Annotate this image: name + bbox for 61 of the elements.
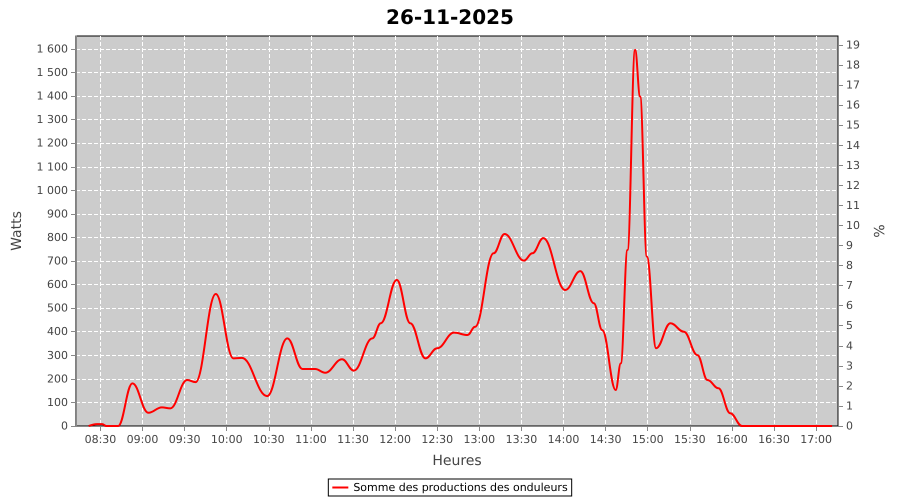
y2-tick-label: 2 [846,379,853,392]
y-tick-label: 400 [47,325,68,338]
y-tick-label: 1 500 [36,66,68,80]
y2-tick-label: 3 [846,359,853,372]
x-tick-label: 14:00 [548,433,580,446]
y-tick-label: 300 [47,348,68,362]
x-tick-label: 17:00 [800,433,832,446]
y-tick-label: 100 [47,396,68,409]
y2-axis-title: % [870,224,886,238]
y2-tick-label: 6 [846,299,853,312]
x-tick-label: 11:00 [295,433,327,446]
y-tick-label: 600 [47,278,68,292]
x-tick-label: 10:00 [210,433,243,446]
x-tick-label: 13:00 [463,433,496,446]
line-series [88,48,834,427]
y2-tick-label: 11 [846,198,860,212]
y2-tick-label: 13 [846,158,860,172]
y-tick-label: 1 000 [36,184,68,197]
y-tick-label: 1 200 [36,136,68,150]
y2-tick-label: 1 [846,399,853,412]
y2-tick-label: 0 [846,420,853,432]
x-tick-label: 09:00 [126,433,158,446]
y-tick-label: 1 400 [36,90,68,103]
y2-tick-label: 7 [846,279,853,292]
x-tick-label: 08:30 [84,433,116,446]
y-tick-label: 700 [47,254,68,268]
x-tick-label: 10:30 [252,433,285,446]
legend-label: Somme des productions des onduleurs [353,481,568,494]
y2-tick-label: 10 [846,218,860,232]
y-tick-label: 900 [47,207,68,220]
y-tick-label: 200 [47,372,68,386]
y2-tick-label: 4 [846,339,853,352]
y2-tick-label: 12 [846,178,860,192]
y2-tick-label: 9 [846,239,853,252]
y2-tick-label: 8 [846,259,853,272]
y-tick-label: 1 300 [36,113,68,126]
x-tick-label: 12:30 [421,433,454,446]
x-tick-label: 15:30 [674,433,706,446]
x-tick-label: 12:00 [379,433,411,446]
x-axis-title: Heures [432,453,482,469]
x-tick-label: 09:30 [168,433,200,446]
x-tick-label: 16:00 [716,433,748,446]
y-tick-label: 500 [47,302,68,315]
y2-tick-label: 15 [846,118,860,132]
x-tick-label: 16:30 [758,433,790,446]
y-tick-label: 800 [47,230,68,244]
y-axis-title: Watts [9,211,25,251]
y2-tick-label: 5 [846,319,853,332]
y2-tick-label: 16 [846,98,860,112]
y2-tick-label: 18 [846,58,860,72]
y2-tick-label: 14 [846,138,860,152]
y-tick-label: 1 600 [36,42,68,56]
chart-title: 26-11-2025 [386,5,514,29]
x-tick-label: 14:30 [590,433,622,446]
y-tick-label: 0 [61,420,68,432]
x-tick-label: 11:30 [337,433,369,446]
x-tick-label: 15:00 [632,433,664,446]
x-tick-label: 13:30 [506,433,538,446]
y-tick-label: 1 100 [36,160,68,174]
y2-tick-label: 17 [846,78,860,92]
y2-tick-label: 19 [846,38,860,52]
